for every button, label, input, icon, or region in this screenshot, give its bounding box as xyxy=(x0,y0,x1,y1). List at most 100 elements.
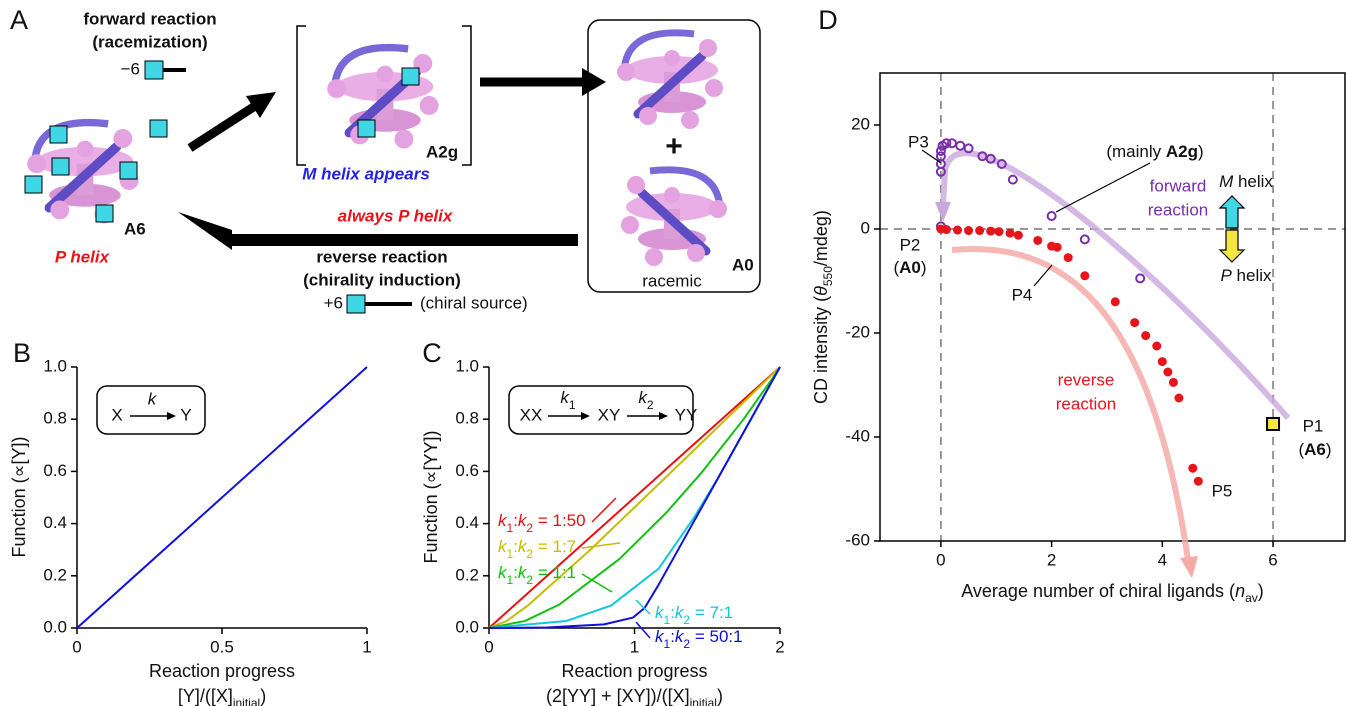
text-segment: av xyxy=(1245,591,1258,605)
leader-line xyxy=(1056,163,1150,212)
annotation: forward xyxy=(1150,176,1207,195)
text-segment: n xyxy=(1235,581,1245,601)
text-segment: A0 xyxy=(899,258,921,277)
arrowhead xyxy=(1180,556,1198,578)
data-point xyxy=(1081,235,1089,243)
molecule-a2g xyxy=(327,48,438,149)
annotation: P2 xyxy=(900,235,921,254)
plus: + xyxy=(665,130,683,163)
y-axis-label: CD intensity (θ550/mdeg) xyxy=(811,210,835,404)
text-segment: = 50:1 xyxy=(690,627,742,646)
data-point xyxy=(1006,229,1015,238)
x-tick-label: 0 xyxy=(484,637,493,656)
legend-label: k1:k2 = 1:7 xyxy=(498,537,576,561)
y-tick-label: 1.0 xyxy=(43,356,67,375)
annotation: (A6) xyxy=(1298,440,1331,459)
legend-label: k1:k2 = 1:50 xyxy=(498,511,586,535)
text-segment: = 1:50 xyxy=(533,511,585,530)
forward-arrow xyxy=(943,153,1288,418)
data-point xyxy=(1152,342,1161,351)
data-point xyxy=(1080,271,1089,280)
annotation: P4 xyxy=(1012,285,1033,304)
data-point xyxy=(975,226,984,235)
y-axis-label: Function (∝[YY]) xyxy=(421,431,441,564)
y-tick-label: 20 xyxy=(851,114,870,133)
data-point xyxy=(942,225,951,234)
text-segment: helix xyxy=(1233,172,1273,191)
data-point xyxy=(1009,176,1017,184)
text-segment: M xyxy=(1219,172,1234,191)
annotation: reaction xyxy=(1148,200,1208,219)
molecule-a0 xyxy=(617,33,723,129)
annotation: P1 xyxy=(1303,416,1324,435)
text-segment: (2[YY] + [XY])/([X] xyxy=(546,686,690,706)
data-point xyxy=(948,139,956,147)
a0-label: A0 xyxy=(732,255,754,274)
data-point xyxy=(1053,243,1062,252)
text-segment: ) xyxy=(921,258,927,277)
m-helix-label: M helix appears xyxy=(302,164,430,183)
y-tick-label: 0.8 xyxy=(455,409,479,428)
y-tick-label: 0.6 xyxy=(455,461,479,480)
annotation: M helix xyxy=(1219,172,1273,191)
inset-text: YY xyxy=(675,405,698,424)
x-tick-label: 0 xyxy=(936,550,945,569)
data-point xyxy=(1188,464,1197,473)
inset-text: X xyxy=(111,405,122,424)
data-point xyxy=(1136,274,1144,282)
inset-text: XX xyxy=(520,405,543,424)
data-point xyxy=(1163,368,1172,377)
text-segment: = 1:1 xyxy=(533,563,576,582)
reverse-count: +6 xyxy=(324,293,343,312)
text-segment: /mdeg) xyxy=(811,210,831,266)
data-point xyxy=(1194,477,1203,486)
legend-label: k1:k2 = 7:1 xyxy=(655,603,733,627)
text-segment: 550 xyxy=(821,266,835,286)
x-tick-label: 0.5 xyxy=(210,637,234,656)
x-tick-label: 2 xyxy=(1047,550,1056,569)
arrowhead xyxy=(582,68,606,96)
data-point xyxy=(986,227,995,236)
annotation: P3 xyxy=(908,132,929,151)
arrowhead xyxy=(178,212,232,250)
annotation: (mainly A2g) xyxy=(1106,142,1203,161)
panel-label: D xyxy=(818,5,838,35)
text-segment: A2g xyxy=(1166,142,1198,161)
y-tick-label: 0.2 xyxy=(43,565,67,584)
panel-label: C xyxy=(422,338,442,368)
y-tick-label: 0.4 xyxy=(43,513,67,532)
y-tick-label: 1.0 xyxy=(455,356,479,375)
y-tick-label: 0.6 xyxy=(43,461,67,480)
x-tick-label: 0 xyxy=(72,637,81,656)
chiral-source: (chiral source) xyxy=(420,293,528,312)
racemic-label: racemic xyxy=(642,271,702,290)
text-segment: ) xyxy=(1198,142,1204,161)
x-axis-label: (2[YY] + [XY])/([X]initial) xyxy=(546,686,723,706)
text-segment: Average number of chiral ligands ( xyxy=(961,581,1235,601)
data-point xyxy=(1064,253,1073,262)
data-point xyxy=(1033,236,1042,245)
p-helix-label: P helix xyxy=(55,247,111,266)
text-segment: ) xyxy=(1258,581,1264,601)
a2g-label: A2g xyxy=(426,142,458,161)
y-tick-label: 0.8 xyxy=(43,409,67,428)
leader-line xyxy=(582,543,620,548)
panel-label: B xyxy=(13,338,31,368)
data-point xyxy=(1141,331,1150,340)
molecule-a0-mirror xyxy=(621,170,727,266)
inset-text: Y xyxy=(180,405,191,424)
x-tick-label: 6 xyxy=(1268,550,1277,569)
text-segment: ) xyxy=(1326,440,1332,459)
text-segment: A6 xyxy=(1304,440,1326,459)
text-segment: CD intensity ( xyxy=(811,296,831,404)
page: A forward reaction (racemization) −6 A6 … xyxy=(0,0,1346,706)
always-p-helix: always P helix xyxy=(338,206,454,225)
reverse-subtitle: (chirality induction) xyxy=(303,270,461,289)
data-point xyxy=(1174,394,1183,403)
text-segment: initial xyxy=(233,696,260,706)
text-segment: initial xyxy=(690,696,717,706)
x-tick-label: 1 xyxy=(362,637,371,656)
y-tick-label: 0.2 xyxy=(455,565,479,584)
annotation: (A0) xyxy=(893,258,926,277)
data-point xyxy=(1014,231,1023,240)
